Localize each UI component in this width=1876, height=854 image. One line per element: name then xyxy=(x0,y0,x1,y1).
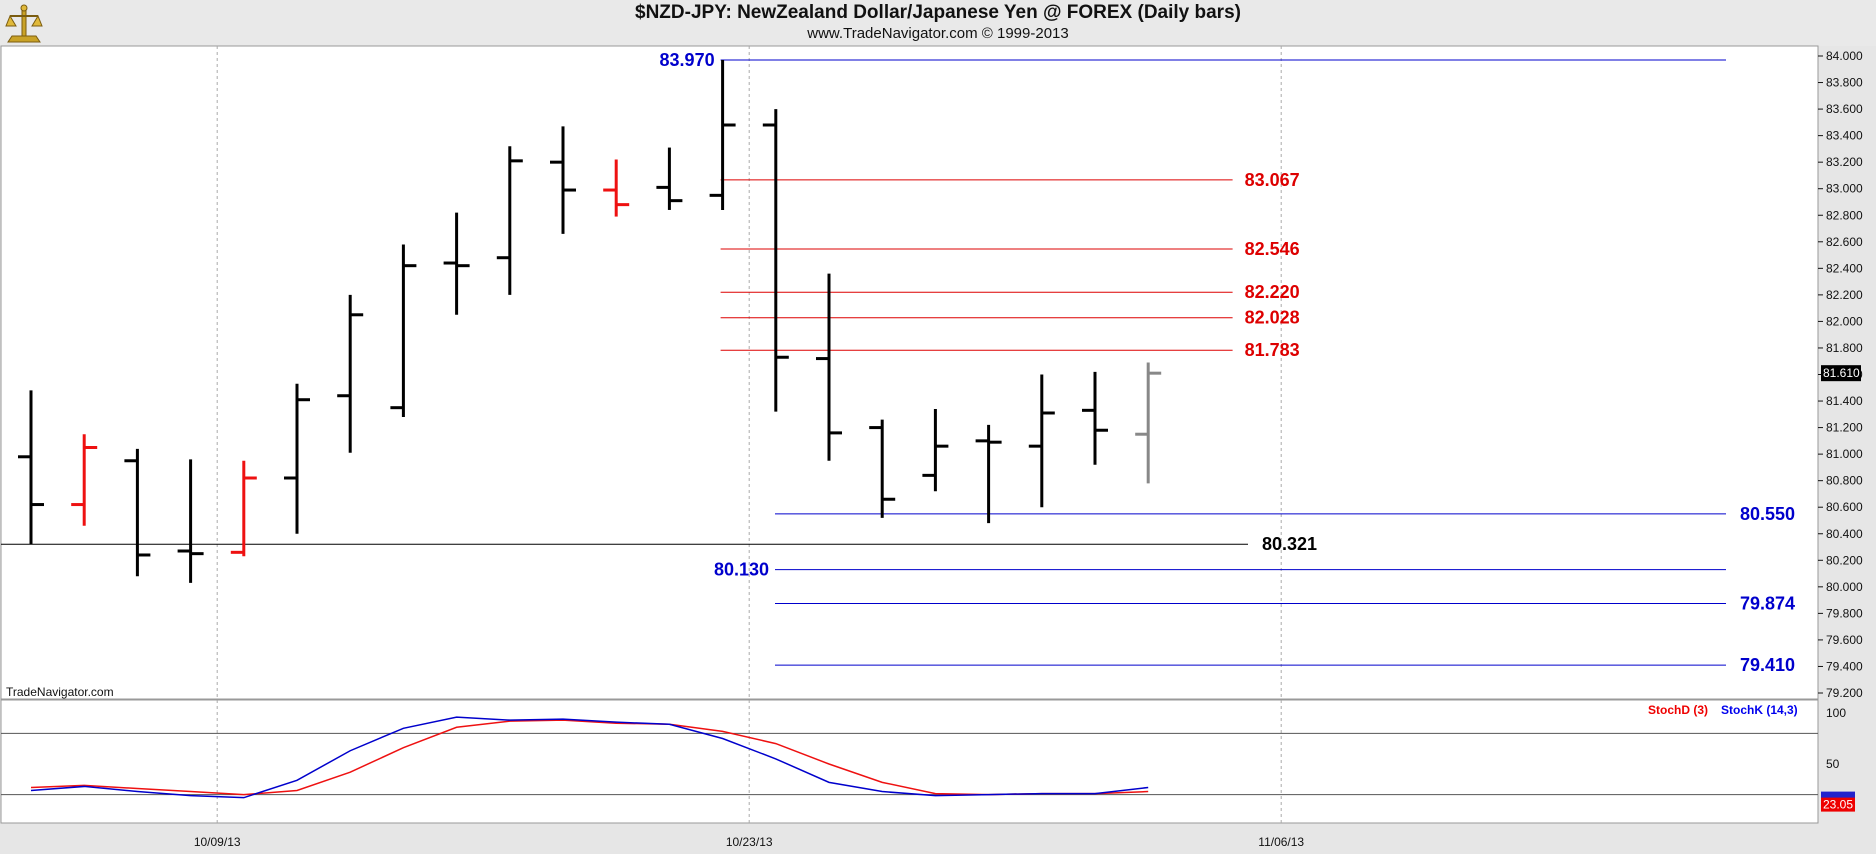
ohlc-bar xyxy=(603,159,630,217)
y-tick-label: 83.600 xyxy=(1826,102,1863,116)
ohlc-bar xyxy=(922,409,949,492)
level-label: 79.874 xyxy=(1740,594,1795,614)
ohlc-bar xyxy=(869,419,896,518)
y-tick-label: 82.200 xyxy=(1826,288,1863,302)
y-tick-label: 80.000 xyxy=(1826,580,1863,594)
ohlc-bar xyxy=(443,212,470,315)
stoch-last-box xyxy=(1821,797,1855,812)
y-tick-label: 79.200 xyxy=(1826,686,1863,700)
y-tick-label: 81.400 xyxy=(1826,394,1863,408)
ohlc-bar xyxy=(71,434,98,526)
y-tick-label: 80.600 xyxy=(1826,500,1863,514)
y-tick-label: 81.200 xyxy=(1826,421,1863,435)
price-levels: 83.970 83.067 82.546 82.220 82.028 81.783 80.5… xyxy=(1,50,1795,675)
ohlc-bars xyxy=(18,59,1162,583)
y-tick-label: 82.400 xyxy=(1826,261,1863,275)
legend-stochd: StochD (3) xyxy=(1648,703,1708,717)
y-tick-label: 80.400 xyxy=(1826,527,1863,541)
y-tick-label: 83.400 xyxy=(1826,129,1863,143)
stochastic-lines xyxy=(1,716,1818,799)
ohlc-bar xyxy=(975,424,1002,524)
level-label: 83.067 xyxy=(1245,170,1300,190)
trade-navigator-logo-icon xyxy=(4,2,44,44)
ohlc-bar xyxy=(1135,362,1162,484)
level-label: 82.220 xyxy=(1245,282,1300,302)
price-plot-area xyxy=(0,45,1819,700)
x-tick-label: 10/23/13 xyxy=(726,835,773,849)
y-tick-label: 82.600 xyxy=(1826,235,1863,249)
watermark: TradeNavigator.com xyxy=(6,685,114,699)
y-tick-label: 80.200 xyxy=(1826,553,1863,567)
last-price-box xyxy=(1821,365,1861,382)
legend-stochk: StochK (14,3) xyxy=(1721,703,1798,717)
y-tick-label: 82.800 xyxy=(1826,208,1863,222)
chart-subtitle: www.TradeNavigator.com © 1999-2013 xyxy=(807,25,1069,42)
level-label: 81.783 xyxy=(1245,340,1300,360)
y-tick-label: 83.000 xyxy=(1826,182,1863,196)
ohlc-bar xyxy=(177,459,204,583)
stoch-y-tick-label: 100 xyxy=(1826,706,1846,720)
y-tick-label: 83.200 xyxy=(1826,155,1863,169)
level-label: 83.970 xyxy=(660,50,715,70)
y-tick-label: 79.600 xyxy=(1826,633,1863,647)
axes: 10/09/13 10/23/13 11/06/13 84.000 83.800 83.6… xyxy=(194,49,1863,849)
stoch-last-value: 23.05 xyxy=(1823,798,1853,812)
ohlc-bar xyxy=(337,294,364,453)
last-price-label: 81.610 xyxy=(1823,366,1860,380)
level-label: 82.028 xyxy=(1245,308,1300,328)
ohlc-bar xyxy=(816,273,842,461)
ohlc-bar xyxy=(18,390,44,545)
y-tick-label: 81.000 xyxy=(1826,447,1863,461)
level-label: 82.546 xyxy=(1245,239,1300,259)
chart-title: $NZD-JPY: NewZealand Dollar/Japanese Yen… xyxy=(635,2,1241,23)
y-tick-label: 81.800 xyxy=(1826,341,1863,355)
stoch-last-box-k xyxy=(1821,791,1855,800)
ohlc-bar xyxy=(709,59,736,210)
ohlc-bar xyxy=(1028,374,1055,508)
ohlc-bar xyxy=(656,147,683,210)
y-tick-label: 83.800 xyxy=(1826,76,1863,90)
level-label: 80.130 xyxy=(714,560,769,580)
ohlc-bar xyxy=(496,146,523,295)
stoch-y-tick-label: 50 xyxy=(1826,757,1840,771)
ohlc-bar xyxy=(762,109,789,412)
ohlc-bar xyxy=(390,244,417,417)
level-label: 79.410 xyxy=(1740,655,1795,675)
ohlc-bar xyxy=(124,448,151,577)
chart-header: $NZD-JPY: NewZealand Dollar/Japanese Yen… xyxy=(0,0,1876,46)
level-label: 80.321 xyxy=(1262,534,1317,554)
y-tick-label: 82.000 xyxy=(1826,314,1863,328)
stochastic-plot-area xyxy=(0,699,1819,824)
y-tick-label: 79.400 xyxy=(1826,659,1863,673)
ohlc-bar xyxy=(550,126,576,234)
y-tick-label: 80.800 xyxy=(1826,474,1863,488)
x-tick-label: 11/06/13 xyxy=(1258,835,1304,849)
stoch-series-k xyxy=(30,716,1149,799)
ohlc-bar xyxy=(1082,371,1108,465)
level-label: 80.550 xyxy=(1740,504,1795,524)
ohlc-bar xyxy=(284,383,310,534)
y-tick-label: 79.800 xyxy=(1826,606,1863,620)
stoch-series-d xyxy=(30,719,1149,796)
x-tick-label: 10/09/13 xyxy=(194,835,241,849)
y-tick-label: 84.000 xyxy=(1826,49,1863,63)
ohlc-bar xyxy=(230,460,257,557)
